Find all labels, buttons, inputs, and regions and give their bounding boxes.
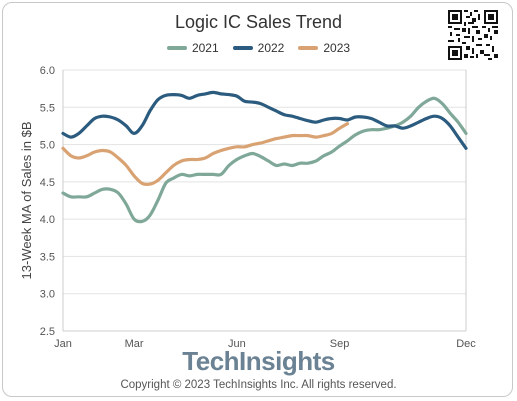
legend-swatch-2022 xyxy=(232,46,253,50)
legend-label-2021: 2021 xyxy=(191,41,219,55)
y-tick-label: 5.5 xyxy=(40,102,55,114)
y-tick-label: 3.0 xyxy=(40,289,55,301)
legend-label-2022: 2022 xyxy=(257,41,285,55)
legend-swatch-2021 xyxy=(166,46,187,50)
x-tick-label: Mar xyxy=(125,338,144,350)
qr-code-icon xyxy=(448,10,498,60)
legend-item-2023: 2023 xyxy=(298,41,350,55)
y-tick-label: 3.5 xyxy=(40,251,55,263)
series-line-2022 xyxy=(61,90,468,150)
y-tick-label: 6.0 xyxy=(40,65,55,77)
legend-item-2022: 2022 xyxy=(232,41,285,55)
y-tick-label: 5.0 xyxy=(40,140,55,152)
x-tick-label: Jan xyxy=(54,338,72,350)
x-tick-label: Sep xyxy=(330,338,350,350)
legend-swatch-2023 xyxy=(298,46,319,50)
copyright-text: Copyright © 2023 TechInsights Inc. All r… xyxy=(120,379,397,391)
techinsights-logo: TechInsights xyxy=(182,346,335,376)
y-tick-label: 4.5 xyxy=(40,177,55,189)
series-line-2023 xyxy=(61,122,350,187)
x-tick-label: Dec xyxy=(456,338,476,350)
y-tick-label: 4.0 xyxy=(40,214,55,226)
legend-label-2023: 2023 xyxy=(323,41,351,55)
chart-legend: 2021 2022 2023 xyxy=(0,41,517,55)
x-tick-label: Jun xyxy=(228,338,246,350)
chart-title: Logic IC Sales Trend xyxy=(174,12,343,32)
y-tick-label: 2.5 xyxy=(40,326,55,338)
series-line-2021 xyxy=(61,96,468,224)
y-axis-title: 13-Week MA of Sales in $B xyxy=(19,121,34,279)
legend-item-2021: 2021 xyxy=(166,41,219,55)
